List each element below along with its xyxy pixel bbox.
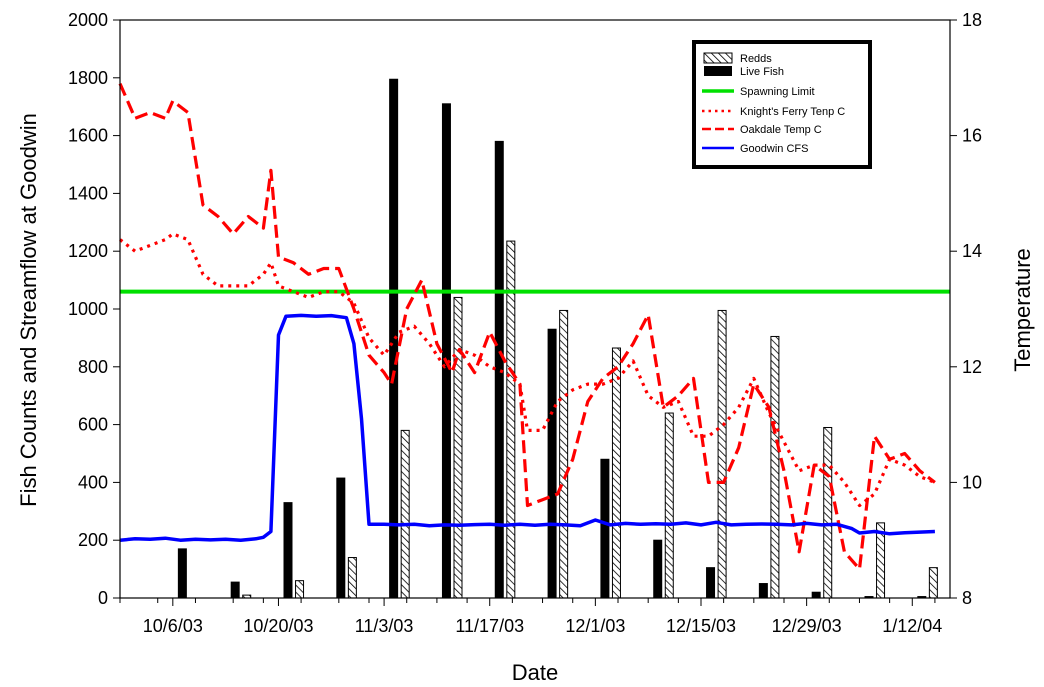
y-tick-label: 600 [78, 415, 108, 435]
x-axis-title: Date [512, 660, 558, 685]
x-tick-label: 12/15/03 [666, 616, 736, 636]
redds-bar [928, 567, 938, 599]
line-series [118, 82, 936, 571]
legend-label: Redds [740, 53, 772, 65]
live-fish-bar [547, 328, 557, 599]
x-tick-label: 10/20/03 [243, 616, 313, 636]
redds-bar [295, 580, 305, 599]
legend-swatch-redds [703, 52, 733, 64]
y-tick-label: 400 [78, 472, 108, 492]
y-tick-label: 1400 [68, 183, 108, 203]
x-tick-label: 10/6/03 [143, 616, 203, 636]
redds-bar [453, 296, 463, 599]
y-tick-label: 2000 [68, 10, 108, 30]
live-fish-bar [230, 581, 240, 599]
redds-bar [347, 557, 357, 599]
redds-bar [400, 429, 410, 599]
live-fish-bar [811, 591, 821, 599]
y-tick-label: 1600 [68, 126, 108, 146]
live-fish-bar [600, 458, 610, 599]
y2-axis-title: Temperature [1010, 248, 1035, 372]
redds-bars [242, 240, 938, 599]
y2-tick-label: 16 [962, 126, 982, 146]
y2-tick-label: 12 [962, 357, 982, 377]
oakdale-temp-line [118, 82, 936, 571]
legend-label: Goodwin CFS [740, 143, 808, 155]
redds-bar [717, 309, 727, 599]
x-tick-label: 12/29/03 [772, 616, 842, 636]
y2-tick-label: 10 [962, 472, 982, 492]
legend-label: Spawning Limit [740, 86, 815, 98]
redds-bar [611, 347, 621, 599]
legend-label: Oakdale Temp C [740, 124, 822, 136]
x-tick-label: 12/1/03 [565, 616, 625, 636]
goodwin-cfs-line [119, 313, 935, 542]
redds-bar [823, 426, 833, 599]
redds-bar [770, 335, 780, 599]
redds-bar [506, 240, 516, 599]
legend-label: Knight's Ferry Tenp C [740, 106, 845, 118]
y-tick-label: 1800 [68, 68, 108, 88]
axes: 0 200 400 600 800 1000 1200 1400 1600 1800 2000 8 10… [68, 10, 982, 636]
x-tick-label: 11/3/03 [355, 616, 414, 636]
x-tick-label: 11/17/03 [455, 616, 524, 636]
live-fish-bars [177, 78, 927, 599]
y-tick-label: 1200 [68, 241, 108, 261]
y-tick-label: 1000 [68, 299, 108, 319]
y2-tick-label: 8 [962, 588, 972, 608]
live-fish-bar [177, 548, 187, 599]
y-axis-title: Fish Counts and Streamflow at Goodwin [16, 113, 41, 507]
live-fish-bar [706, 567, 716, 599]
y2-tick-label: 18 [962, 10, 982, 30]
live-fish-bar [494, 140, 504, 599]
redds-bar [559, 309, 569, 599]
legend-label: Live Fish [740, 66, 784, 78]
y-tick-label: 800 [78, 357, 108, 377]
y2-tick-label: 14 [962, 241, 982, 261]
y-tick-label: 200 [78, 530, 108, 550]
x-tick-label: 1/12/04 [882, 616, 942, 636]
legend-swatch-live-fish [704, 66, 732, 76]
live-fish-bar [758, 583, 768, 599]
redds-bar [664, 412, 674, 599]
y-tick-label: 0 [98, 588, 108, 608]
live-fish-bar [336, 477, 346, 599]
live-fish-bar [653, 539, 663, 599]
live-fish-bar [283, 502, 293, 599]
